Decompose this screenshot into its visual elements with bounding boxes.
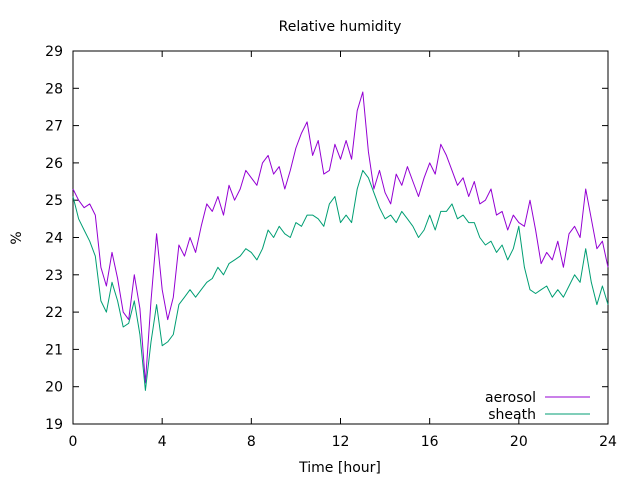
x-axis: 0 4 8 12 16 20 24 [69, 51, 617, 450]
legend-label-sheath: sheath [488, 407, 536, 423]
y-tick-label: 19 [45, 417, 63, 433]
y-tick-label: 21 [45, 342, 63, 358]
y-tick-label: 23 [45, 268, 63, 284]
y-tick-label: 20 [45, 380, 63, 396]
x-tick-label: 12 [332, 434, 350, 450]
y-axis-label: % [9, 231, 25, 244]
x-tick-label: 20 [510, 434, 528, 450]
plot-frame [72, 50, 609, 425]
series-line-aerosol [72, 91, 609, 384]
x-tick-label: 8 [247, 434, 256, 450]
y-axis: 19 20 21 22 23 24 25 26 27 28 29 [45, 44, 608, 433]
y-tick-label: 25 [45, 193, 63, 209]
y-tick-label: 28 [45, 81, 63, 97]
x-tick-label: 4 [158, 434, 167, 450]
x-tick-label: 0 [69, 434, 78, 450]
y-tick-label: 22 [45, 305, 63, 321]
x-axis-label: Time [hour] [298, 460, 381, 476]
legend-label-aerosol: aerosol [485, 390, 536, 406]
y-tick-label: 24 [45, 231, 63, 247]
y-tick-label: 29 [45, 44, 63, 60]
chart-title: Relative humidity [279, 19, 402, 35]
y-tick-label: 26 [45, 156, 63, 172]
x-tick-label: 16 [421, 434, 439, 450]
series-line-sheath [72, 169, 609, 391]
x-tick-label: 24 [599, 434, 617, 450]
series-layer [72, 91, 609, 391]
y-tick-label: 27 [45, 119, 63, 135]
